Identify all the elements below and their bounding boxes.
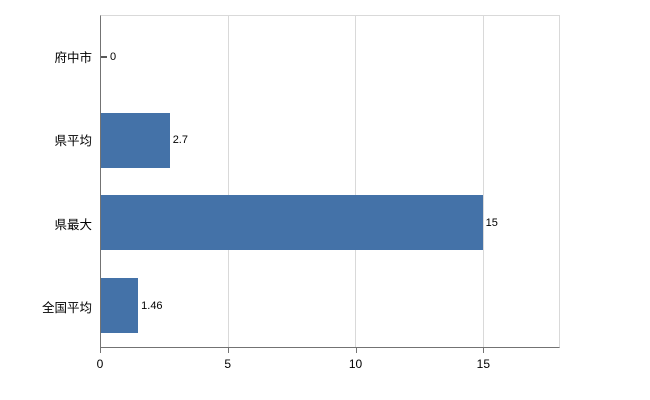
x-tick-label: 0 — [96, 357, 104, 371]
bar — [101, 112, 170, 168]
zero-bar-tick — [101, 56, 107, 59]
value-label: 15 — [485, 216, 498, 229]
category-label: 全国平均 — [41, 300, 92, 315]
chart-row: 1.46 — [101, 264, 559, 347]
chart-row: 0 — [101, 16, 559, 99]
gridline — [355, 16, 357, 347]
x-tick-mark — [100, 348, 101, 353]
category-label: 県最大 — [54, 217, 92, 232]
x-tick-mark — [355, 348, 357, 353]
bar — [101, 278, 139, 334]
plot-area: 0 2.7 15 1.46 — [100, 15, 560, 348]
bar — [101, 195, 483, 251]
gridline — [228, 16, 230, 347]
gridline — [482, 16, 484, 347]
x-tick-mark — [483, 348, 485, 353]
category-label: 府中市 — [54, 51, 92, 66]
value-label: 0 — [110, 51, 117, 64]
bars: 0 2.7 15 1.46 — [101, 16, 559, 347]
x-tick-label: 15 — [476, 357, 491, 371]
value-label: 1.46 — [141, 299, 163, 312]
x-tick-mark — [227, 348, 229, 353]
x-axis: 0 5 10 15 — [96, 348, 560, 382]
chart-row: 2.7 — [101, 99, 559, 182]
category-labels: 府中市県平均県最大全国平均 — [0, 15, 92, 348]
x-tick-label: 5 — [224, 357, 232, 371]
category-label: 県平均 — [54, 134, 92, 149]
chart-row: 15 — [101, 182, 559, 265]
x-tick-label: 10 — [348, 357, 363, 371]
value-label: 2.7 — [172, 134, 188, 147]
